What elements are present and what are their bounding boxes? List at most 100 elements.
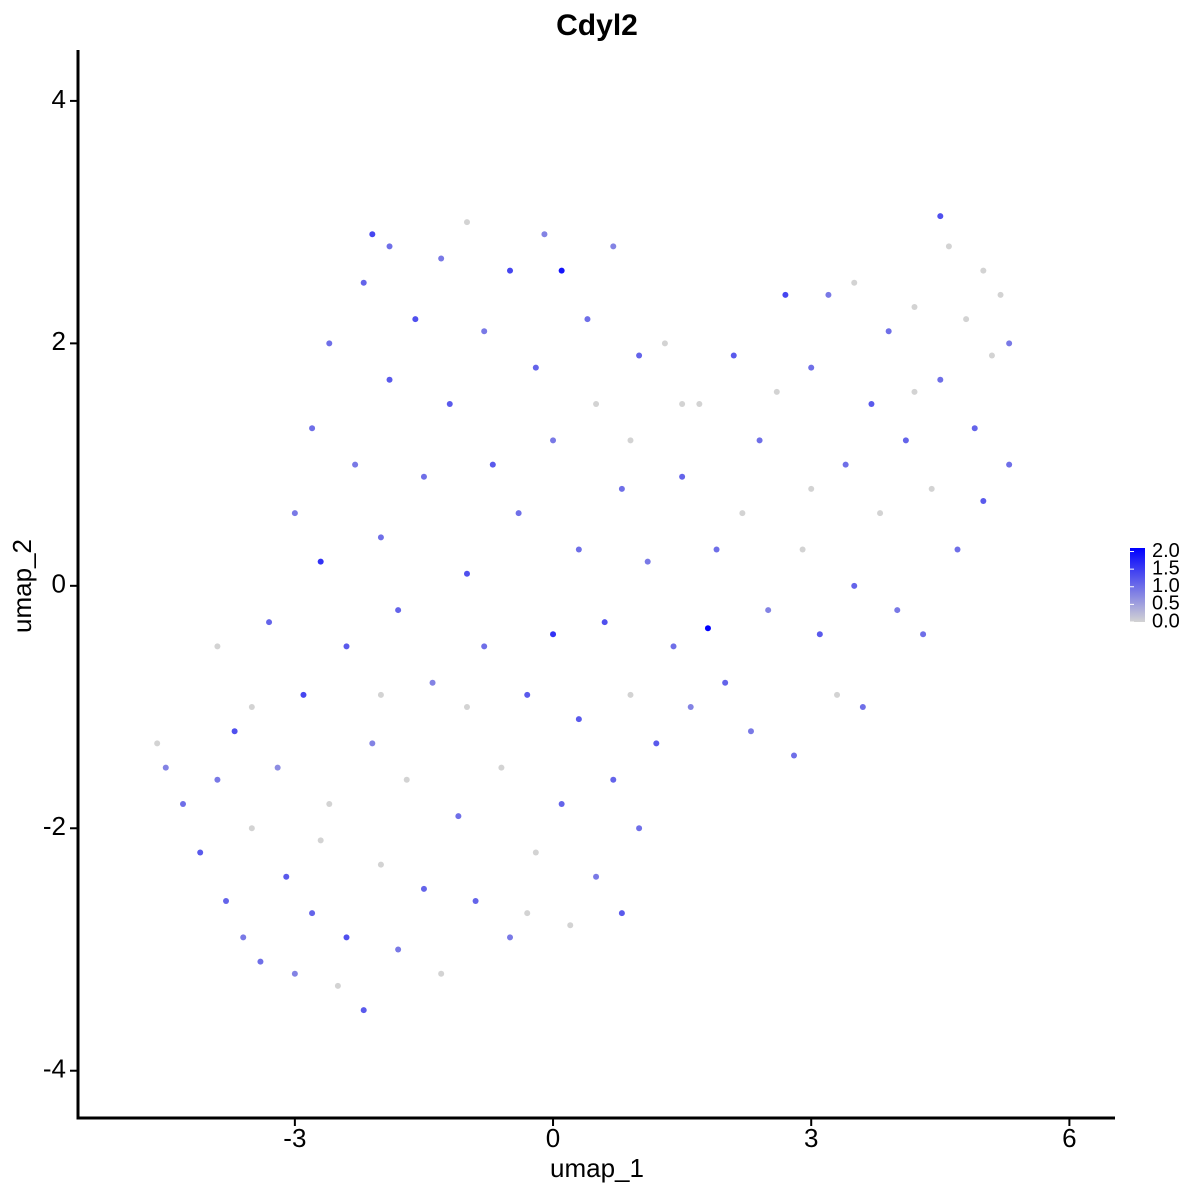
point xyxy=(248,825,255,832)
point xyxy=(438,970,445,977)
point xyxy=(567,922,574,929)
point xyxy=(223,898,230,905)
point xyxy=(911,303,918,310)
point xyxy=(532,364,539,371)
point xyxy=(420,885,427,892)
point xyxy=(231,728,238,735)
point xyxy=(558,267,565,274)
point xyxy=(816,631,823,638)
point xyxy=(550,631,557,638)
colorbar-label: 2.0 xyxy=(1152,540,1180,562)
point xyxy=(558,801,565,808)
point xyxy=(360,279,367,286)
point xyxy=(584,316,591,323)
colorbar xyxy=(1130,548,1145,622)
x-axis-label: umap_1 xyxy=(550,1153,644,1183)
point xyxy=(618,485,625,492)
point xyxy=(386,376,393,383)
point xyxy=(980,497,987,504)
point xyxy=(902,437,909,444)
point xyxy=(197,849,204,856)
point xyxy=(627,691,634,698)
point xyxy=(283,873,290,880)
point xyxy=(851,582,858,589)
point xyxy=(644,558,651,565)
point xyxy=(851,279,858,286)
point xyxy=(859,704,866,711)
point xyxy=(420,473,427,480)
point xyxy=(601,619,608,626)
point xyxy=(868,400,875,407)
point xyxy=(980,267,987,274)
point xyxy=(747,728,754,735)
point xyxy=(687,704,694,711)
point xyxy=(610,776,617,783)
point xyxy=(377,534,384,541)
point xyxy=(507,267,514,274)
point xyxy=(446,400,453,407)
point xyxy=(154,740,161,747)
point xyxy=(730,352,737,359)
point xyxy=(481,643,488,650)
point xyxy=(309,425,316,432)
point xyxy=(481,328,488,335)
point xyxy=(412,316,419,323)
point xyxy=(756,437,763,444)
point xyxy=(670,643,677,650)
point xyxy=(954,546,961,553)
point xyxy=(885,328,892,335)
y-tick-label: 0 xyxy=(52,569,66,599)
point xyxy=(842,461,849,468)
point xyxy=(498,764,505,771)
y-tick-label: 2 xyxy=(52,326,66,356)
point xyxy=(782,291,789,298)
point xyxy=(618,910,625,917)
y-tick-label: -2 xyxy=(43,811,66,841)
point xyxy=(403,776,410,783)
point xyxy=(463,219,470,226)
point xyxy=(963,316,970,323)
point xyxy=(627,437,634,444)
point xyxy=(343,934,350,941)
point xyxy=(429,679,436,686)
point xyxy=(515,510,522,517)
chart-title: Cdyl2 xyxy=(556,9,638,42)
point xyxy=(326,340,333,347)
point xyxy=(739,510,746,517)
point xyxy=(532,849,539,856)
point xyxy=(309,910,316,917)
point xyxy=(834,691,841,698)
x-tick-label: 6 xyxy=(1062,1123,1076,1153)
point xyxy=(472,898,479,905)
point xyxy=(1006,461,1013,468)
point xyxy=(274,764,281,771)
point xyxy=(455,813,462,820)
point xyxy=(610,243,617,250)
point xyxy=(463,570,470,577)
point xyxy=(463,704,470,711)
point xyxy=(928,485,935,492)
point xyxy=(326,801,333,808)
y-axis-label: umap_2 xyxy=(7,539,37,633)
point xyxy=(334,982,341,989)
point xyxy=(653,740,660,747)
point xyxy=(248,704,255,711)
point xyxy=(971,425,978,432)
point xyxy=(773,388,780,395)
x-tick-label: 3 xyxy=(804,1123,818,1153)
point xyxy=(343,643,350,650)
point xyxy=(808,364,815,371)
point xyxy=(317,837,324,844)
point xyxy=(300,691,307,698)
point xyxy=(317,558,324,565)
point xyxy=(489,461,496,468)
point xyxy=(377,691,384,698)
point xyxy=(679,400,686,407)
point xyxy=(1006,340,1013,347)
colorbar-label: 0.5 xyxy=(1152,593,1180,615)
point xyxy=(696,400,703,407)
point xyxy=(369,740,376,747)
point xyxy=(369,231,376,238)
point xyxy=(575,716,582,723)
point xyxy=(257,958,264,965)
